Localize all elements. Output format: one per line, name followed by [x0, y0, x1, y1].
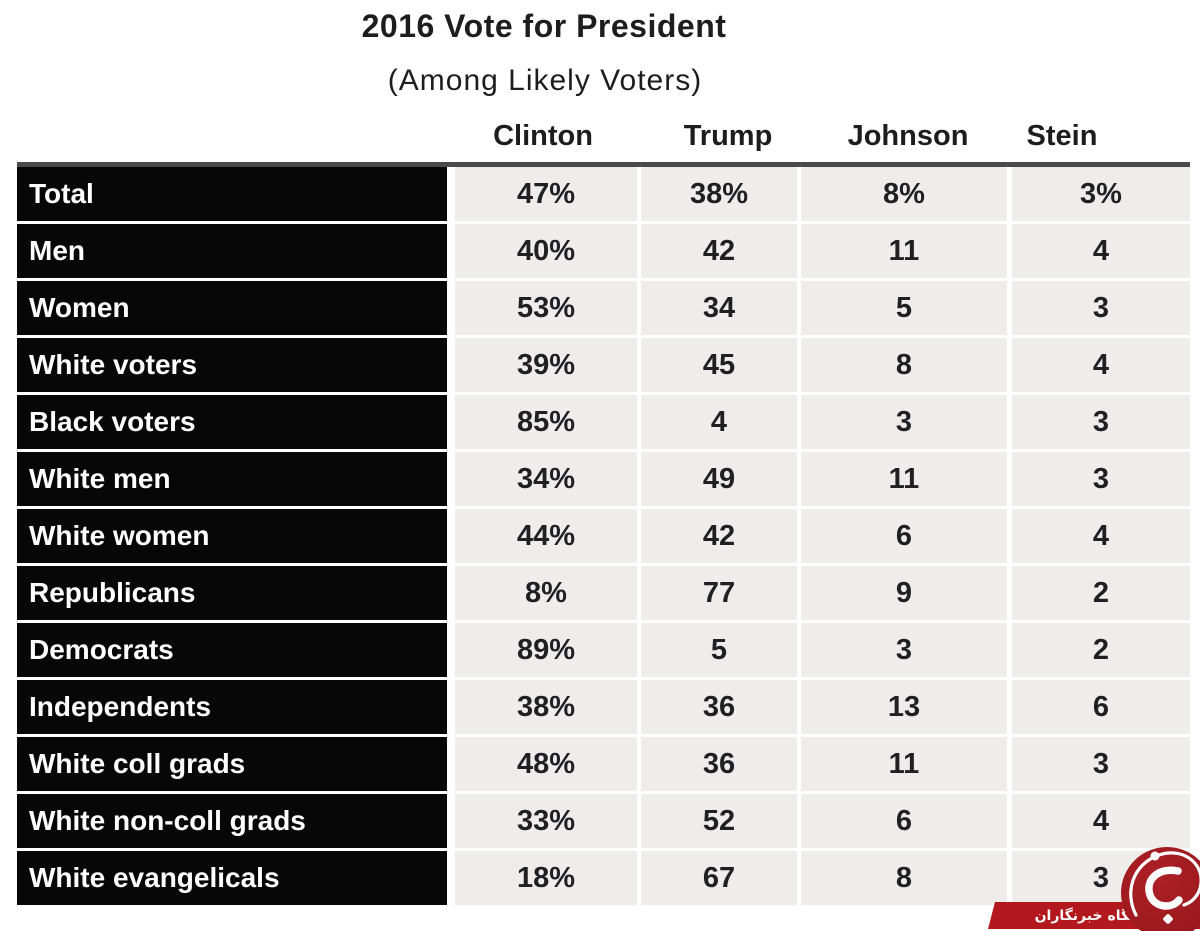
row-label: Total	[17, 167, 447, 221]
table-row: Independents 38% 36 13 6	[17, 680, 1190, 734]
cell-stein: 4	[1007, 224, 1190, 278]
cell-johnson: 6	[797, 509, 1007, 563]
cell-johnson: 8	[797, 851, 1007, 905]
cell-clinton: 33%	[447, 794, 637, 848]
cell-stein: 2	[1007, 566, 1190, 620]
cell-clinton: 8%	[447, 566, 637, 620]
row-label: Black voters	[17, 395, 447, 449]
chart-subtitle: (Among Likely Voters)	[387, 64, 703, 97]
row-label: Democrats	[17, 623, 447, 677]
cell-stein: 4	[1007, 509, 1190, 563]
cell-johnson: 8	[797, 338, 1007, 392]
cell-trump: 36	[637, 737, 797, 791]
cell-clinton: 34%	[447, 452, 637, 506]
cell-trump: 49	[637, 452, 797, 506]
table-row: White non-coll grads 33% 52 6 4	[17, 794, 1190, 848]
cell-johnson: 11	[797, 452, 1007, 506]
table-row: Women 53% 34 5 3	[17, 281, 1190, 335]
cell-johnson: 6	[797, 794, 1007, 848]
cell-trump: 45	[637, 338, 797, 392]
cell-trump: 42	[637, 509, 797, 563]
row-label: White men	[17, 452, 447, 506]
chart-title: 2016 Vote for President	[361, 8, 727, 44]
table-row: Men 40% 42 11 4	[17, 224, 1190, 278]
table-row: White voters 39% 45 8 4	[17, 338, 1190, 392]
cell-johnson: 3	[797, 623, 1007, 677]
column-header-johnson: Johnson	[847, 120, 969, 152]
table-row: White evangelicals 18% 67 8 3	[17, 851, 1190, 905]
row-label: White non-coll grads	[17, 794, 447, 848]
row-label: Men	[17, 224, 447, 278]
row-label: Women	[17, 281, 447, 335]
column-header-trump: Trump	[683, 120, 773, 152]
cell-trump: 67	[637, 851, 797, 905]
poll-table: Total 47% 38% 8% 3% Men 40% 42 11 4 Wome…	[17, 162, 1190, 908]
cell-trump: 77	[637, 566, 797, 620]
cell-stein: 3	[1007, 395, 1190, 449]
table-row: White men 34% 49 11 3	[17, 452, 1190, 506]
cell-stein: 4	[1007, 338, 1190, 392]
cell-johnson: 11	[797, 224, 1007, 278]
table-row: White women 44% 42 6 4	[17, 509, 1190, 563]
row-label: Republicans	[17, 566, 447, 620]
cell-trump: 52	[637, 794, 797, 848]
cell-stein: 2	[1007, 623, 1190, 677]
cell-johnson: 3	[797, 395, 1007, 449]
cell-johnson: 8%	[797, 167, 1007, 221]
table-row: Black voters 85% 4 3 3	[17, 395, 1190, 449]
table-row: Total 47% 38% 8% 3%	[17, 167, 1190, 221]
cell-clinton: 40%	[447, 224, 637, 278]
watermark-text: باشگاه خبرنگاران	[1034, 907, 1154, 924]
cell-trump: 4	[637, 395, 797, 449]
row-label: White women	[17, 509, 447, 563]
cell-clinton: 18%	[447, 851, 637, 905]
cell-trump: 42	[637, 224, 797, 278]
cell-stein: 3%	[1007, 167, 1190, 221]
cell-trump: 36	[637, 680, 797, 734]
column-header-clinton: Clinton	[493, 120, 593, 152]
row-label: White evangelicals	[17, 851, 447, 905]
row-label: Independents	[17, 680, 447, 734]
cell-clinton: 44%	[447, 509, 637, 563]
cell-johnson: 11	[797, 737, 1007, 791]
cell-clinton: 53%	[447, 281, 637, 335]
cell-johnson: 13	[797, 680, 1007, 734]
row-label: White voters	[17, 338, 447, 392]
table-row: White coll grads 48% 36 11 3	[17, 737, 1190, 791]
cell-clinton: 89%	[447, 623, 637, 677]
cell-stein: 3	[1007, 737, 1190, 791]
cell-stein: 4	[1007, 794, 1190, 848]
yjc-logo-icon	[1121, 847, 1200, 931]
cell-clinton: 48%	[447, 737, 637, 791]
table-row: Republicans 8% 77 9 2	[17, 566, 1190, 620]
cell-stein: 3	[1007, 452, 1190, 506]
cell-clinton: 39%	[447, 338, 637, 392]
cell-clinton: 38%	[447, 680, 637, 734]
cell-johnson: 9	[797, 566, 1007, 620]
cell-johnson: 5	[797, 281, 1007, 335]
table-row: Democrats 89% 5 3 2	[17, 623, 1190, 677]
cell-clinton: 47%	[447, 167, 637, 221]
cell-stein: 6	[1007, 680, 1190, 734]
cell-trump: 38%	[637, 167, 797, 221]
cell-stein: 3	[1007, 281, 1190, 335]
cell-trump: 34	[637, 281, 797, 335]
column-header-stein: Stein	[1026, 120, 1098, 152]
row-label: White coll grads	[17, 737, 447, 791]
cell-clinton: 85%	[447, 395, 637, 449]
cell-trump: 5	[637, 623, 797, 677]
